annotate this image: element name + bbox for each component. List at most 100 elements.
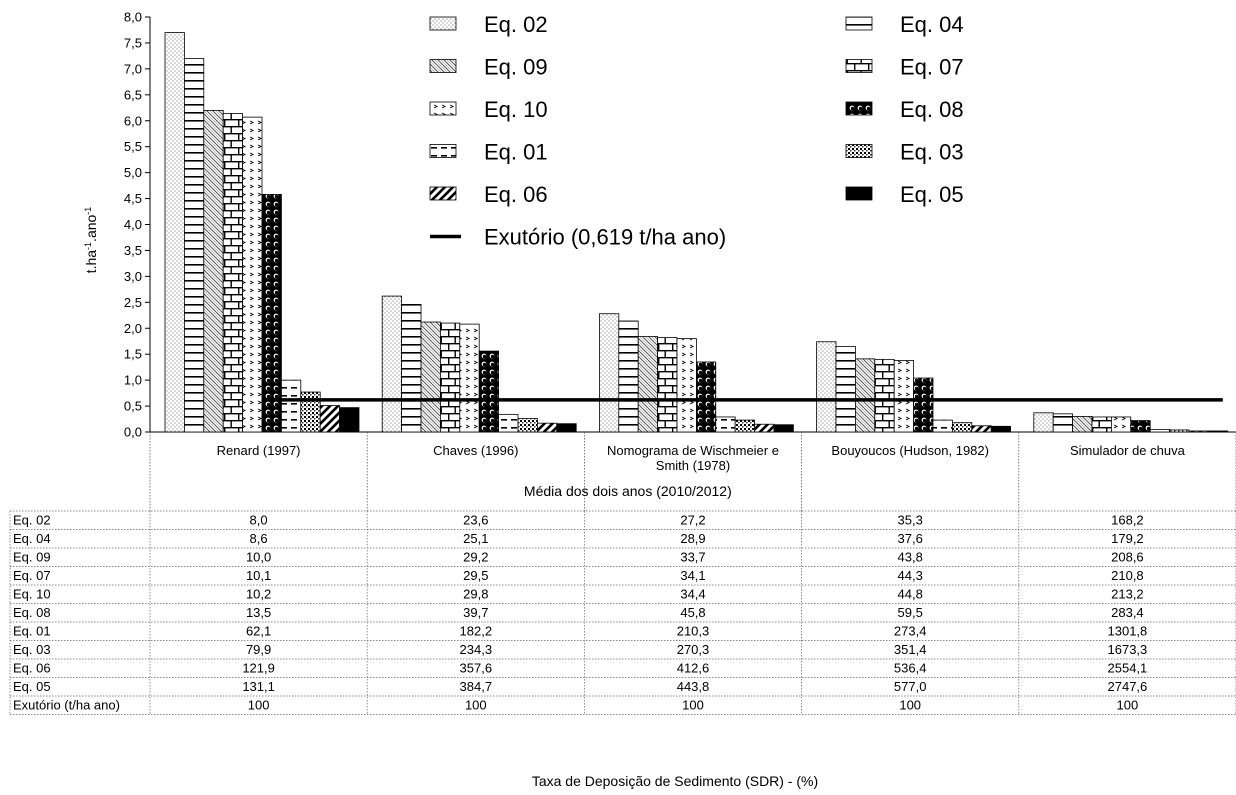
- table-cell: 44,3: [898, 568, 923, 583]
- bar-eq-07-2: [657, 337, 678, 433]
- bars: [164, 32, 1229, 433]
- bar-eq-05-1: [556, 423, 577, 433]
- bar-eq-04-1: [401, 303, 422, 433]
- y-tick-label: 2,0: [124, 321, 142, 336]
- table-cell: 39,7: [463, 605, 488, 620]
- table-cell: 2554,1: [1108, 661, 1148, 676]
- y-tick-label: 7,5: [124, 35, 142, 50]
- legend-swatch-eq-03: [845, 144, 873, 158]
- table-cell: 1301,8: [1108, 624, 1148, 639]
- legend-swatch-eq-10: [429, 101, 457, 116]
- bar-eq-05-3: [990, 425, 1012, 433]
- legend-label: Eq. 05: [900, 182, 964, 207]
- table-cell: 10,2: [246, 587, 271, 602]
- chart-subtitle: Média dos dois anos (2010/2012): [524, 483, 732, 499]
- table-cell: 208,6: [1111, 550, 1144, 565]
- y-tick-label: 1,5: [124, 347, 142, 362]
- bar-eq-01-1: [498, 413, 519, 433]
- y-tick-label: 8,0: [124, 10, 142, 25]
- bar-eq-01-2: [715, 416, 736, 433]
- bar-eq-05-0: [339, 407, 360, 433]
- y-tick-label: 5,5: [124, 139, 142, 154]
- table-cell: 45,8: [680, 605, 705, 620]
- legend-swatch-eq-09: [429, 59, 457, 73]
- table-cell: 1673,3: [1108, 642, 1148, 657]
- bar-eq-06-2: [754, 423, 775, 433]
- table-cell: 179,2: [1111, 531, 1144, 546]
- legend-label: Exutório (0,619 t/ha ano): [484, 225, 726, 250]
- table-cell: 577,0: [894, 679, 927, 694]
- table-cell: 25,1: [463, 531, 488, 546]
- legend-swatch-eq-05: [845, 186, 873, 201]
- legend-label: Eq. 01: [484, 140, 548, 165]
- table-cell: 270,3: [677, 642, 710, 657]
- table-cell: 100: [682, 698, 704, 713]
- y-tick-label: 0,5: [124, 399, 142, 414]
- category-label: Renard (1997): [217, 443, 301, 458]
- y-tick-label: 6,0: [124, 113, 142, 128]
- legend-label: Eq. 08: [900, 97, 964, 122]
- table-row-label: Exutório (t/ha ano): [13, 698, 120, 713]
- bar-eq-09-0: [203, 109, 224, 433]
- y-tick-label: 1,0: [124, 373, 142, 388]
- category-label: Chaves (1996): [433, 443, 518, 458]
- table-cell: 34,4: [680, 587, 705, 602]
- table-cell: 100: [1117, 698, 1139, 713]
- table-cell: 351,4: [894, 642, 927, 657]
- bar-eq-10-2: [676, 338, 697, 433]
- bar-eq-09-4: [1072, 416, 1093, 433]
- y-tick-label: 4,5: [124, 191, 142, 206]
- y-tick-label: 7,0: [124, 61, 142, 76]
- bar-eq-01-4: [1149, 429, 1170, 433]
- y-axis-title: t.ha-1.ano-1: [83, 207, 99, 274]
- table-cell: 273,4: [894, 624, 927, 639]
- category-label: Simulador de chuva: [1070, 443, 1186, 458]
- y-tick-label: 4,0: [124, 217, 142, 232]
- bar-eq-03-3: [952, 422, 973, 433]
- y-tick-label: 3,0: [124, 269, 142, 284]
- y-tick-label: 6,5: [124, 87, 142, 102]
- table-cell: 357,6: [460, 661, 493, 676]
- table-cell: 536,4: [894, 661, 927, 676]
- table-cell: 100: [248, 698, 270, 713]
- table-cell: 29,8: [463, 587, 488, 602]
- bar-eq-06-3: [971, 425, 992, 433]
- legend-swatch-eq-07: [845, 59, 873, 73]
- table-cell: 210,3: [677, 624, 710, 639]
- table-cell: 168,2: [1111, 513, 1144, 528]
- table-cell: 62,1: [246, 624, 271, 639]
- bar-eq-07-0: [222, 113, 243, 433]
- bar-eq-07-4: [1091, 416, 1112, 433]
- legend-label: Eq. 10: [484, 97, 548, 122]
- y-tick-label: 3,5: [124, 243, 142, 258]
- bar-eq-09-2: [637, 336, 659, 433]
- bar-eq-06-4: [1188, 430, 1209, 433]
- table-cell: 23,6: [463, 513, 488, 528]
- table-cell: 33,7: [680, 550, 705, 565]
- legend-swatch-eq-02: [429, 16, 457, 31]
- table-cell: 44,8: [898, 587, 923, 602]
- table-cell: 210,8: [1111, 568, 1144, 583]
- legend-label: Eq. 02: [484, 12, 548, 37]
- table-row-label: Eq. 01: [13, 624, 51, 639]
- legend-label: Eq. 06: [484, 182, 548, 207]
- table-row-label: Eq. 02: [13, 513, 51, 528]
- bar-eq-06-1: [537, 422, 558, 433]
- table-cell: 100: [899, 698, 921, 713]
- bar-eq-10-3: [893, 360, 915, 433]
- bar-eq-02-4: [1033, 412, 1054, 433]
- bar-eq-01-3: [932, 419, 953, 433]
- bar-eq-03-0: [300, 391, 321, 433]
- bar-eq-05-4: [1208, 430, 1229, 433]
- bar-eq-03-4: [1169, 429, 1190, 433]
- y-tick-label: 2,5: [124, 295, 142, 310]
- legend: Eq. 02 Eq. 09 Eq. 10 Eq. 01 Eq. 06 Eq. 04 Eq. …: [429, 12, 964, 250]
- data-table: Renard (1997) Chaves (1996) Nomograma de W…: [9, 432, 1236, 789]
- bar-eq-07-1: [439, 322, 461, 433]
- bar-eq-10-4: [1111, 416, 1132, 433]
- bar-eq-08-2: [696, 361, 717, 433]
- legend-label: Eq. 04: [900, 12, 964, 37]
- bar-eq-02-0: [164, 32, 185, 433]
- bar-eq-04-0: [183, 58, 205, 433]
- table-cell: 384,7: [460, 679, 493, 694]
